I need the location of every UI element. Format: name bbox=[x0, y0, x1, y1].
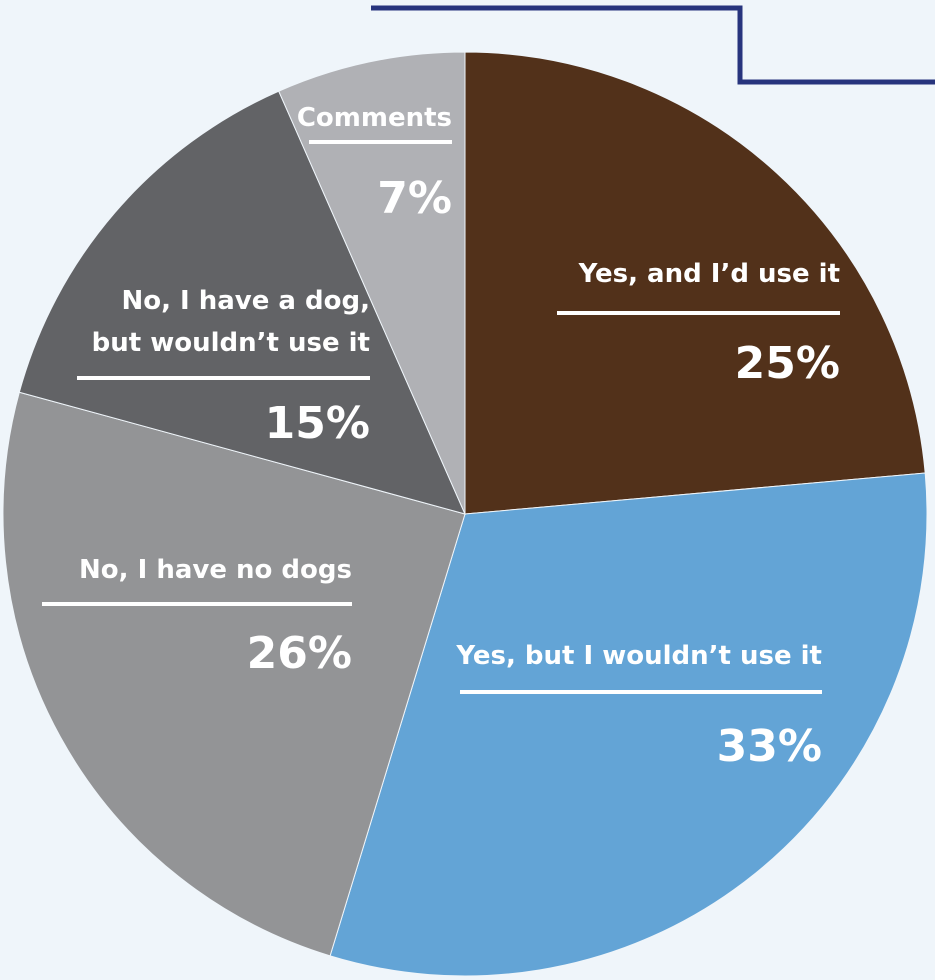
slice-value-4: 15% bbox=[265, 398, 370, 449]
pie-slice-labels: Yes, and I’d use it 25% Yes, but I wouldn’… bbox=[42, 103, 840, 772]
slice-value-2: 33% bbox=[717, 721, 822, 772]
pie-slice-1 bbox=[464, 51, 926, 515]
slice-label-4-line-1: No, I have a dog, bbox=[121, 286, 370, 316]
pie-slice-5 bbox=[278, 51, 466, 515]
pie-slice-4 bbox=[18, 90, 466, 515]
slice-value-3: 26% bbox=[247, 628, 352, 679]
slice-label-4-line-2: but wouldn’t use it bbox=[92, 328, 370, 358]
slice-label-1: Yes, and I’d use it bbox=[578, 259, 840, 289]
slice-label-2: Yes, but I wouldn’t use it bbox=[455, 641, 822, 671]
slice-label-5: Comments bbox=[297, 103, 452, 133]
pie-slices bbox=[2, 51, 928, 977]
pie-slice-2 bbox=[329, 472, 928, 977]
decorative-accent-line bbox=[371, 5, 935, 85]
slice-label-3: No, I have no dogs bbox=[79, 555, 352, 585]
slice-value-5: 7% bbox=[377, 173, 452, 224]
slice-value-1: 25% bbox=[735, 338, 840, 389]
pie-slice-3 bbox=[2, 391, 466, 957]
